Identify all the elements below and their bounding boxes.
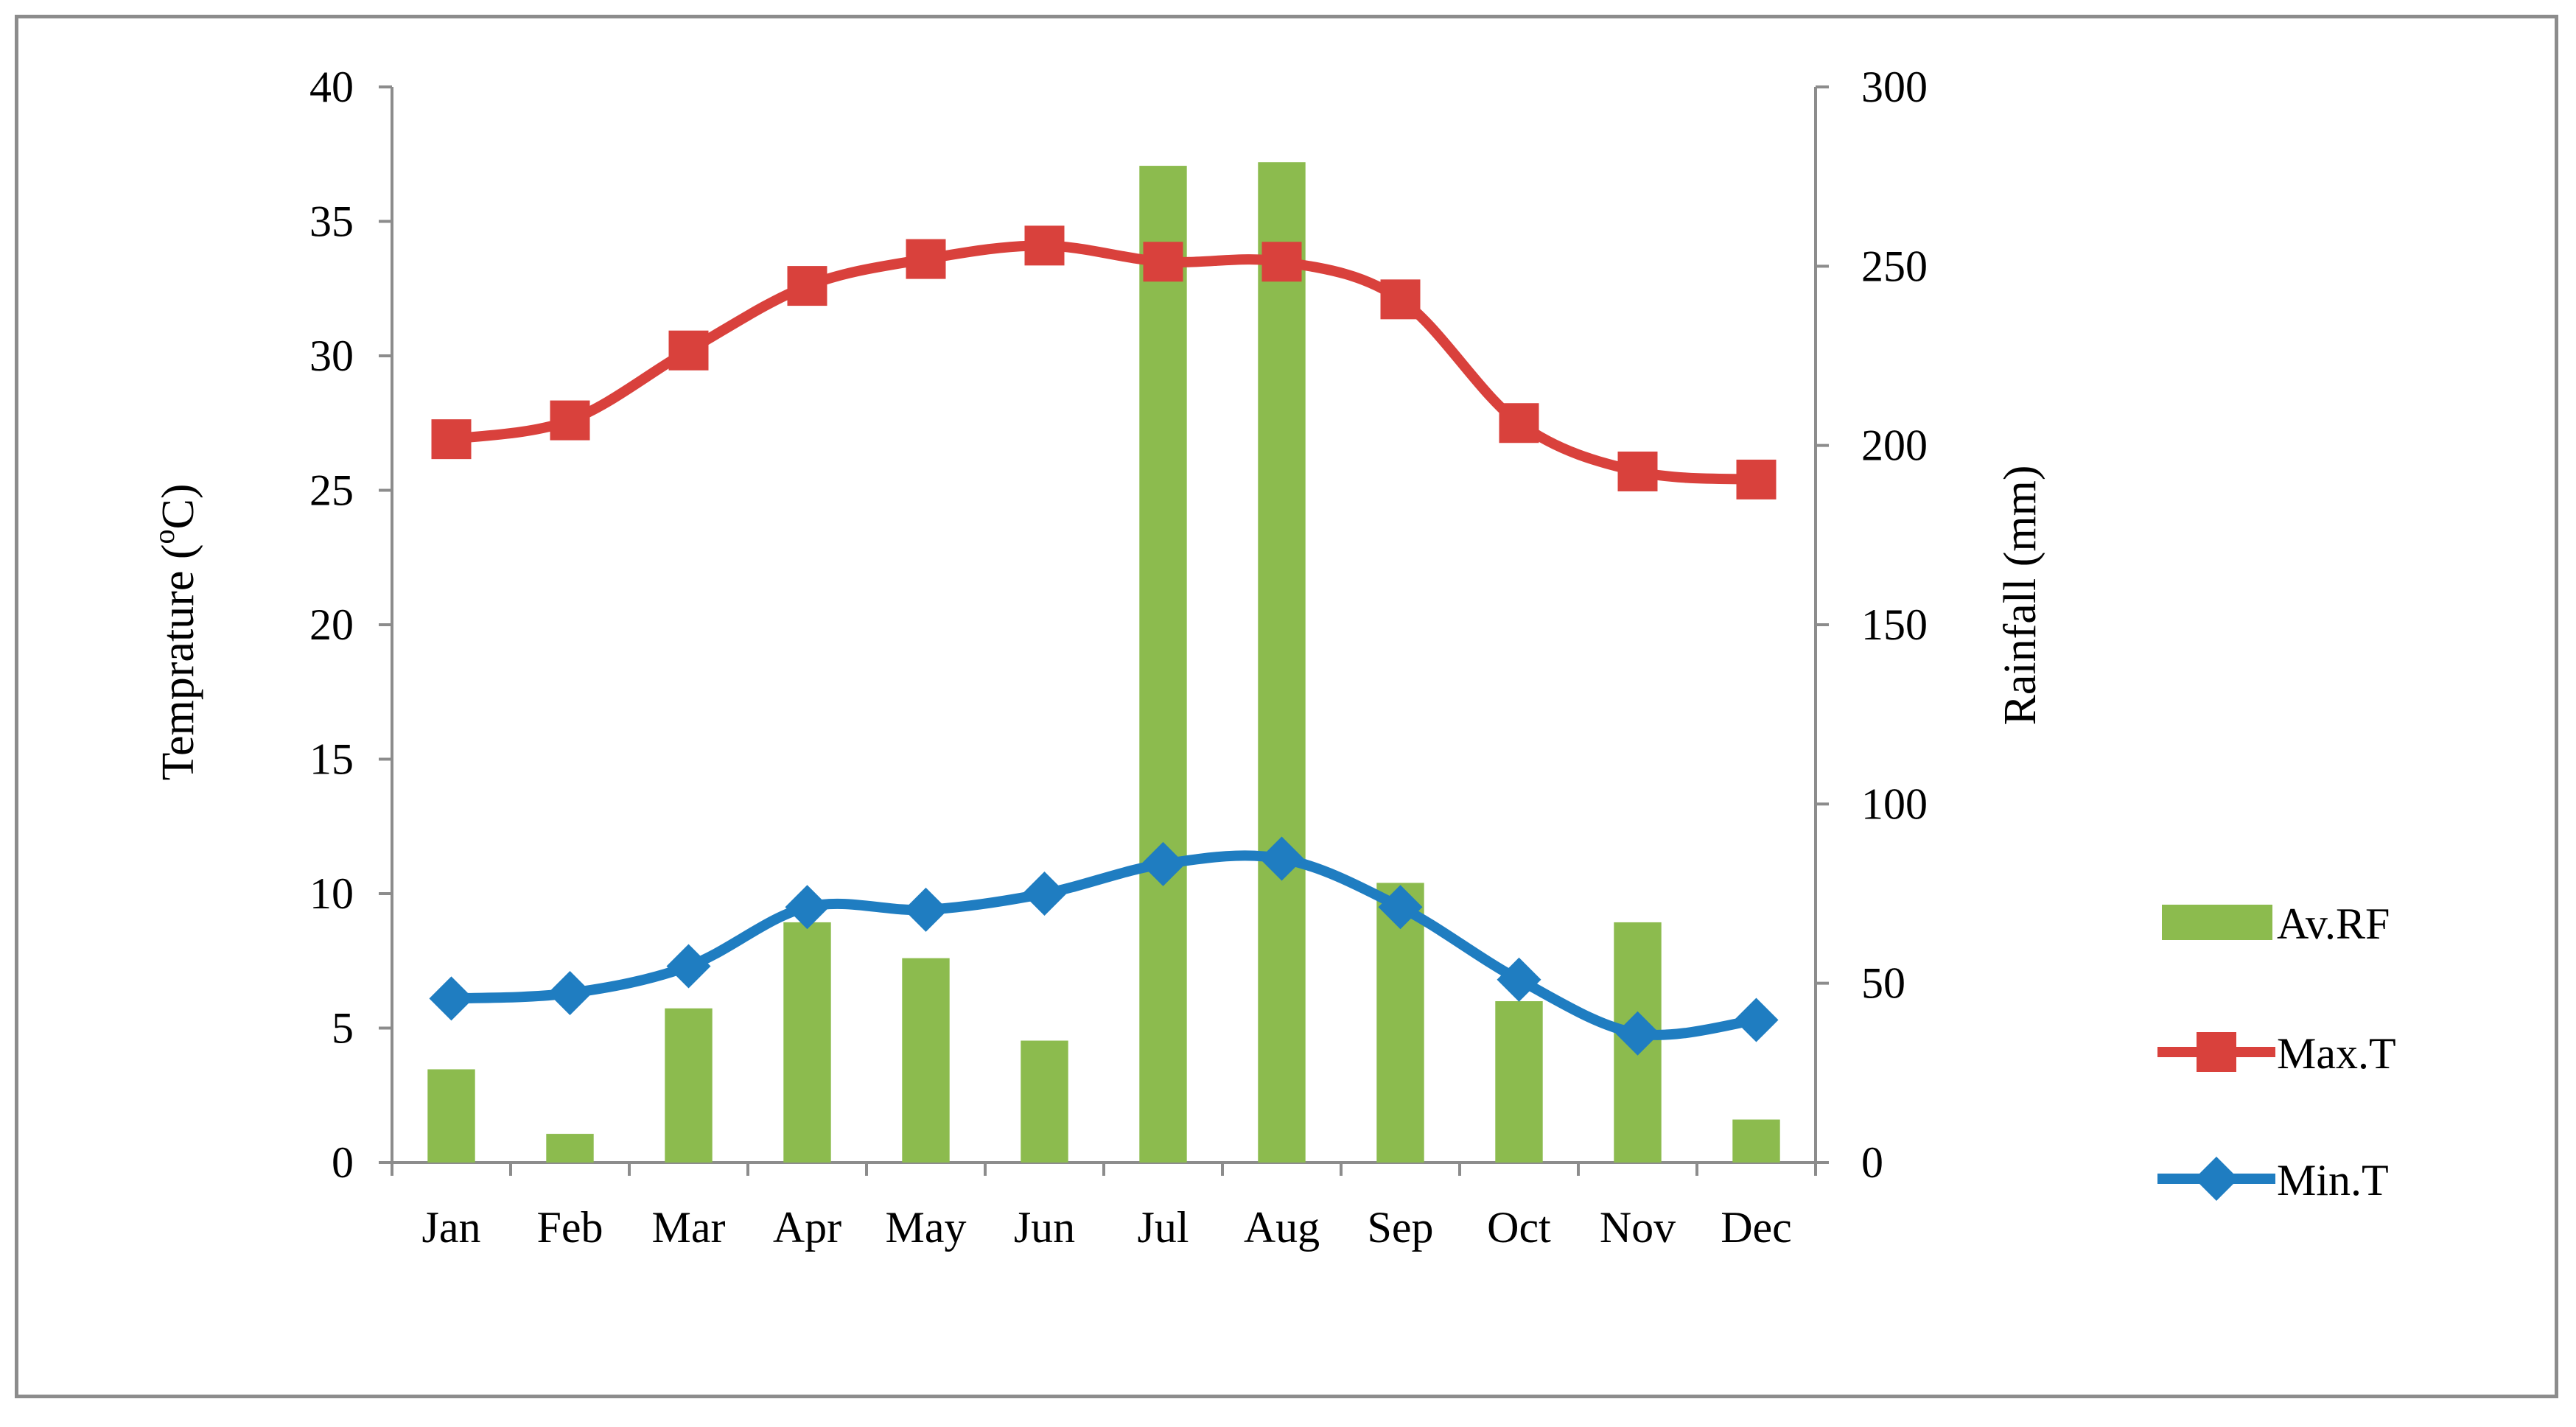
- max-t-point-oct: [1499, 403, 1539, 443]
- min-t-point-dec: [1734, 998, 1779, 1042]
- x-tick-label: Oct: [1487, 1203, 1551, 1252]
- y-left-tick-label: 0: [332, 1138, 354, 1187]
- y-left-tick-label: 20: [309, 600, 354, 649]
- y-left-tick-label: 40: [309, 63, 354, 111]
- min-t-point-sep: [1378, 885, 1423, 930]
- x-tick-label: Dec: [1721, 1203, 1792, 1252]
- x-tick-label: Jun: [1014, 1203, 1075, 1252]
- y-left-tick-label: 35: [309, 197, 354, 246]
- legend-marker-max-t: [2197, 1032, 2236, 1072]
- y-right-tick-label: 0: [1861, 1138, 1883, 1187]
- x-tick-label: Mar: [652, 1203, 726, 1252]
- y-left-title-text: Temprature (: [153, 544, 203, 781]
- y-left-tick-label: 10: [309, 869, 354, 918]
- x-tick-label: Jul: [1137, 1203, 1189, 1252]
- bar-aug: [1258, 162, 1306, 1163]
- x-tick-label: Nov: [1600, 1203, 1676, 1252]
- max-t-point-may: [906, 239, 946, 279]
- bar-may: [902, 958, 950, 1163]
- bar-jul: [1139, 166, 1187, 1163]
- legend-label-min-t: Min.T: [2277, 1156, 2389, 1205]
- legend-marker-min-t: [2194, 1157, 2239, 1201]
- min-t-point-jan: [429, 976, 474, 1021]
- y-left-tick-label: 30: [309, 332, 354, 380]
- min-t-point-oct: [1497, 957, 1541, 1002]
- max-t-point-apr: [787, 266, 827, 306]
- bars-layer: [427, 162, 1780, 1163]
- min-t-point-jul: [1141, 841, 1186, 886]
- y-right-tick-label: 50: [1861, 959, 1905, 1008]
- bar-dec: [1732, 1119, 1780, 1163]
- y-right-tick-label: 250: [1861, 242, 1928, 290]
- y-left-axis-title: Temprature (oC): [147, 484, 203, 781]
- bar-apr: [783, 922, 831, 1163]
- y-right-axis-title: Rainfall (mm): [1995, 466, 2045, 726]
- bar-jan: [427, 1069, 475, 1163]
- y-left-tick-label: 15: [309, 735, 354, 784]
- min-t-point-aug: [1259, 836, 1304, 881]
- bar-feb: [546, 1134, 594, 1163]
- y-left-tick-label: 5: [332, 1004, 354, 1053]
- max-t-point-sep: [1380, 279, 1421, 320]
- x-tick-label: Apr: [773, 1203, 841, 1252]
- x-tick-label: May: [886, 1203, 967, 1252]
- min-t-point-feb: [547, 971, 592, 1016]
- y-right-tick-label: 300: [1861, 63, 1928, 111]
- min-t-point-apr: [785, 885, 830, 930]
- labels-layer: 0 5 10 15 20 25 30 35 40 0 50 100 150 200 250 300 Jan Feb…: [147, 63, 2045, 1252]
- y-right-tick-label: 200: [1861, 421, 1928, 470]
- max-t-point-jun: [1024, 225, 1065, 266]
- max-t-point-nov: [1617, 451, 1658, 491]
- max-t-point-aug: [1261, 242, 1302, 282]
- x-tick-label: Aug: [1244, 1203, 1320, 1252]
- min-t-line: [446, 850, 1762, 1040]
- min-t-point-may: [903, 887, 948, 932]
- max-t-point-jan: [431, 419, 472, 460]
- min-t-point-mar: [666, 944, 711, 989]
- bar-jun: [1021, 1040, 1068, 1163]
- y-left-title-unit: C): [153, 484, 203, 530]
- max-t-point-mar: [668, 330, 709, 371]
- bar-oct: [1495, 1001, 1543, 1163]
- x-tick-label: Feb: [537, 1203, 603, 1252]
- legend-swatch-av-rf: [2162, 905, 2272, 940]
- axes-layer: [379, 85, 1829, 1176]
- lines-layer: [429, 225, 1779, 1056]
- max-t-point-dec: [1736, 459, 1777, 499]
- x-tick-label: Jan: [422, 1203, 481, 1252]
- y-right-tick-label: 150: [1861, 600, 1928, 649]
- max-t-point-feb: [550, 400, 590, 441]
- y-right-tick-label: 100: [1861, 779, 1928, 828]
- y-left-tick-label: 25: [309, 466, 354, 515]
- bar-sep: [1376, 883, 1424, 1163]
- max-t-line: [446, 240, 1762, 485]
- legend: Av.RF Max.T Min.T: [2157, 900, 2396, 1205]
- min-t-point-jun: [1022, 872, 1067, 916]
- y-left-title-superscript: o: [147, 530, 181, 544]
- max-t-point-jul: [1143, 242, 1183, 282]
- bar-mar: [665, 1008, 713, 1163]
- legend-label-av-rf: Av.RF: [2277, 900, 2390, 948]
- legend-label-max-t: Max.T: [2277, 1029, 2396, 1078]
- min-t-point-nov: [1615, 1011, 1660, 1056]
- x-tick-label: Sep: [1368, 1203, 1434, 1252]
